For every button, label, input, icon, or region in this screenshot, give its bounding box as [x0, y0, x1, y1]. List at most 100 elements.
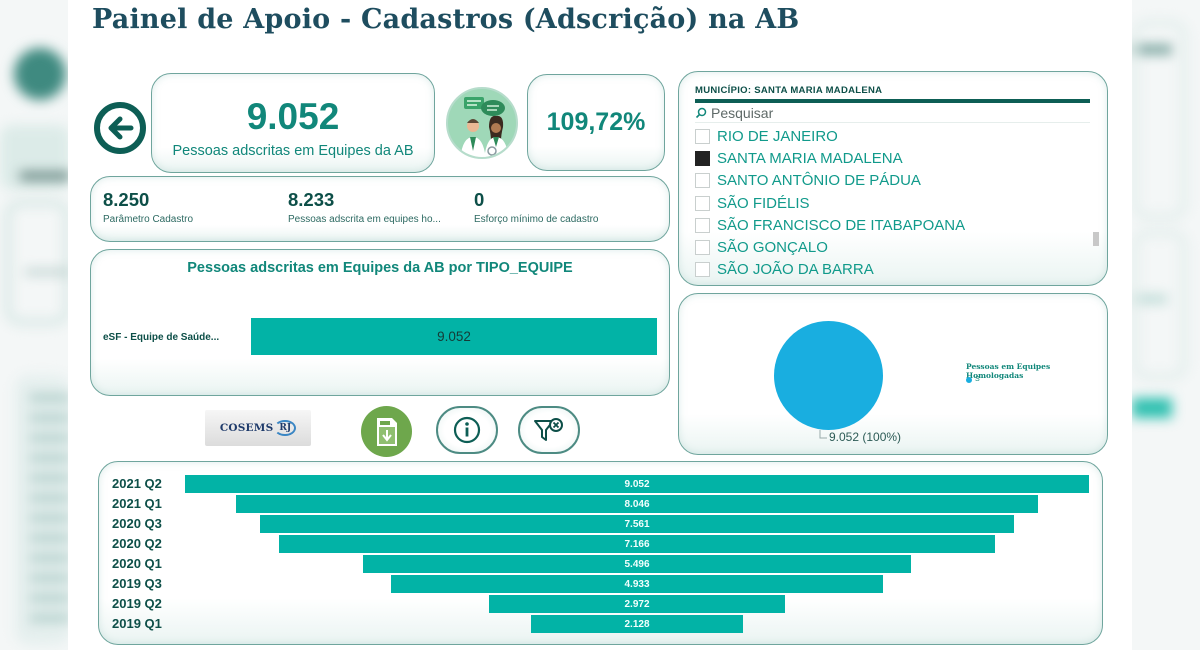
kpi-parametro-cadastro: 8.250 Parâmetro Cadastro: [103, 189, 194, 225]
chart-bar[interactable]: 9.052: [251, 318, 657, 355]
funnel-category-label: 2020 Q3: [112, 516, 162, 531]
slicer-item[interactable]: SÃO FRANCISCO DE ITABAPOANA: [695, 214, 1075, 236]
slicer-item-label: SANTA MARIA MADALENA: [717, 149, 903, 167]
checkbox-checked[interactable]: [695, 150, 710, 166]
funnel-category-label: 2021 Q1: [112, 496, 162, 511]
funnel-bar-value: 8.046: [624, 498, 650, 510]
funnel-row: 2019 Q1 2.128: [99, 615, 1102, 633]
funnel-row: 2020 Q1 5.496: [99, 555, 1102, 573]
funnel-category-label: 2020 Q1: [112, 556, 162, 571]
leader-line-icon: [819, 430, 827, 439]
funnel-bar[interactable]: 2.972: [489, 595, 785, 613]
legend-label: S: [975, 376, 980, 383]
slicer-header: MUNICÍPIO: SANTA MARIA MADALENA: [695, 85, 883, 96]
slicer-item-label: SANTO ANTÔNIO DE PÁDUA: [717, 172, 921, 190]
kpi-card-percentual: 109,72%: [527, 74, 665, 171]
back-button[interactable]: [94, 102, 146, 154]
info-button[interactable]: [436, 406, 498, 454]
checkbox[interactable]: [695, 128, 710, 144]
kpi-label: Pessoas adscrita em equipes ho...: [288, 213, 441, 225]
slicer-list: RIO DE JANEIRO SANTA MARIA MADALENA SANT…: [695, 125, 1075, 281]
kpi-row-card: 8.250 Parâmetro Cadastro 8.233 Pessoas a…: [90, 176, 670, 242]
funnel-category-label: 2019 Q1: [112, 616, 162, 631]
kpi-value: 0: [474, 189, 485, 210]
slicer-item-label: RIO DE JANEIRO: [717, 127, 838, 145]
checkbox[interactable]: [695, 217, 710, 233]
clear-filters-button[interactable]: [518, 406, 580, 454]
kpi-label: Esforço mínimo de cadastro: [474, 213, 599, 225]
funnel-category-label: 2019 Q3: [112, 576, 162, 591]
funnel-bar-value: 2.128: [624, 618, 650, 630]
kpi-value: 8.250: [103, 189, 150, 210]
slicer-item[interactable]: SÃO JOÃO DA BARRA: [695, 259, 1075, 281]
chart-pessoas-equipes-homologadas: 9.052 (100%) Pessoas em Equipes Homologa…: [678, 293, 1108, 455]
funnel-bar[interactable]: 7.561: [260, 515, 1014, 533]
slicer-search[interactable]: [695, 104, 1090, 123]
slicer-item-label: SÃO JOÃO DA BARRA: [717, 261, 874, 279]
funnel-row: 2019 Q2 2.972: [99, 595, 1102, 613]
slicer-item-label: SÃO GONÇALO: [717, 239, 828, 257]
chart-title: Pessoas adscritas em Equipes da AB por T…: [187, 260, 573, 276]
funnel-row: 2020 Q2 7.166: [99, 535, 1102, 553]
bar-value-label: 9.052: [437, 329, 471, 344]
chart-tipo-equipe: Pessoas adscritas em Equipes da AB por T…: [90, 249, 670, 396]
background-blur-left: [0, 0, 68, 650]
export-xls-button[interactable]: [361, 406, 412, 457]
funnel-bar-value: 5.496: [624, 558, 650, 570]
info-icon: [453, 416, 481, 444]
legend-title: Pessoas em Equipes Homologadas: [966, 362, 1051, 380]
funnel-row: 2020 Q3 7.561: [99, 515, 1102, 533]
funnel-bar[interactable]: 8.046: [236, 495, 1038, 513]
funnel-bar[interactable]: 2.128: [531, 615, 743, 633]
funnel-bar-value: 4.933: [624, 578, 650, 590]
slicer-item-label: SÃO FIDÉLIS: [717, 194, 810, 212]
funnel-bar[interactable]: 4.933: [391, 575, 883, 593]
funnel-row: 2021 Q2 9.052: [99, 475, 1102, 493]
funnel-row: 2019 Q3 4.933: [99, 575, 1102, 593]
kpi-label: Parâmetro Cadastro: [103, 213, 194, 225]
funnel-bar-value: 2.972: [624, 598, 650, 610]
slicer-item[interactable]: RIO DE JANEIRO: [695, 125, 1075, 147]
legend-item[interactable]: S: [966, 376, 980, 383]
funnel-bar-value: 7.561: [624, 518, 650, 530]
logo-text: COSEMS: [219, 422, 274, 434]
funnel-bar[interactable]: 5.496: [363, 555, 911, 573]
funnel-category-label: 2020 Q2: [112, 536, 162, 551]
legend-dot-icon: [966, 376, 972, 383]
kpi-percent-value: 109,72%: [546, 108, 646, 136]
pie-data-label: 9.052 (100%): [829, 430, 902, 444]
kpi-pessoas-equipes-homologadas: 8.233 Pessoas adscrita em equipes ho...: [288, 189, 441, 225]
slicer-scrollbar[interactable]: [1093, 232, 1099, 246]
checkbox[interactable]: [695, 173, 710, 189]
municipio-slicer: MUNICÍPIO: SANTA MARIA MADALENA RIO DE J…: [678, 71, 1108, 286]
dashboard-panel: Painel de Apoio - Cadastros (Adscrição) …: [68, 0, 1132, 650]
funnel-bar[interactable]: 9.052: [185, 475, 1089, 493]
cosems-rj-logo: COSEMS RJ: [205, 410, 311, 446]
page-title: Painel de Apoio - Cadastros (Adscrição) …: [92, 4, 800, 35]
slicer-item[interactable]: SÃO GONÇALO: [695, 236, 1075, 258]
funnel-category-label: 2019 Q2: [112, 596, 162, 611]
slicer-header-rule: [695, 99, 1090, 103]
slicer-item[interactable]: SANTO ANTÔNIO DE PÁDUA: [695, 170, 1075, 192]
funnel-row: 2021 Q1 8.046: [99, 495, 1102, 513]
xls-download-icon: [376, 417, 397, 446]
kpi-label: Pessoas adscritas em Equipes da AB: [172, 143, 414, 159]
checkbox[interactable]: [695, 240, 710, 256]
kpi-card-pessoas-adscritas: 9.052 Pessoas adscritas em Equipes da AB: [151, 73, 435, 173]
slicer-search-input[interactable]: [711, 105, 1071, 121]
funnel-bar-value: 9.052: [624, 478, 650, 490]
background-blur-right: [1132, 0, 1200, 650]
clear-filter-icon: [534, 418, 563, 441]
checkbox[interactable]: [695, 195, 710, 211]
checkbox[interactable]: [695, 262, 710, 278]
doctors-illustration-icon: [446, 87, 518, 159]
funnel-bar-value: 7.166: [624, 538, 650, 550]
funnel-category-label: 2021 Q2: [112, 476, 162, 491]
funnel-bar[interactable]: 7.166: [279, 535, 995, 553]
kpi-esforco-minimo: 0 Esforço mínimo de cadastro: [474, 189, 599, 225]
kpi-value: 8.233: [288, 189, 335, 210]
pie-slice[interactable]: [774, 321, 883, 430]
search-icon: [695, 107, 707, 119]
slicer-item[interactable]: SÃO FIDÉLIS: [695, 192, 1075, 214]
slicer-item[interactable]: SANTA MARIA MADALENA: [695, 147, 1075, 169]
